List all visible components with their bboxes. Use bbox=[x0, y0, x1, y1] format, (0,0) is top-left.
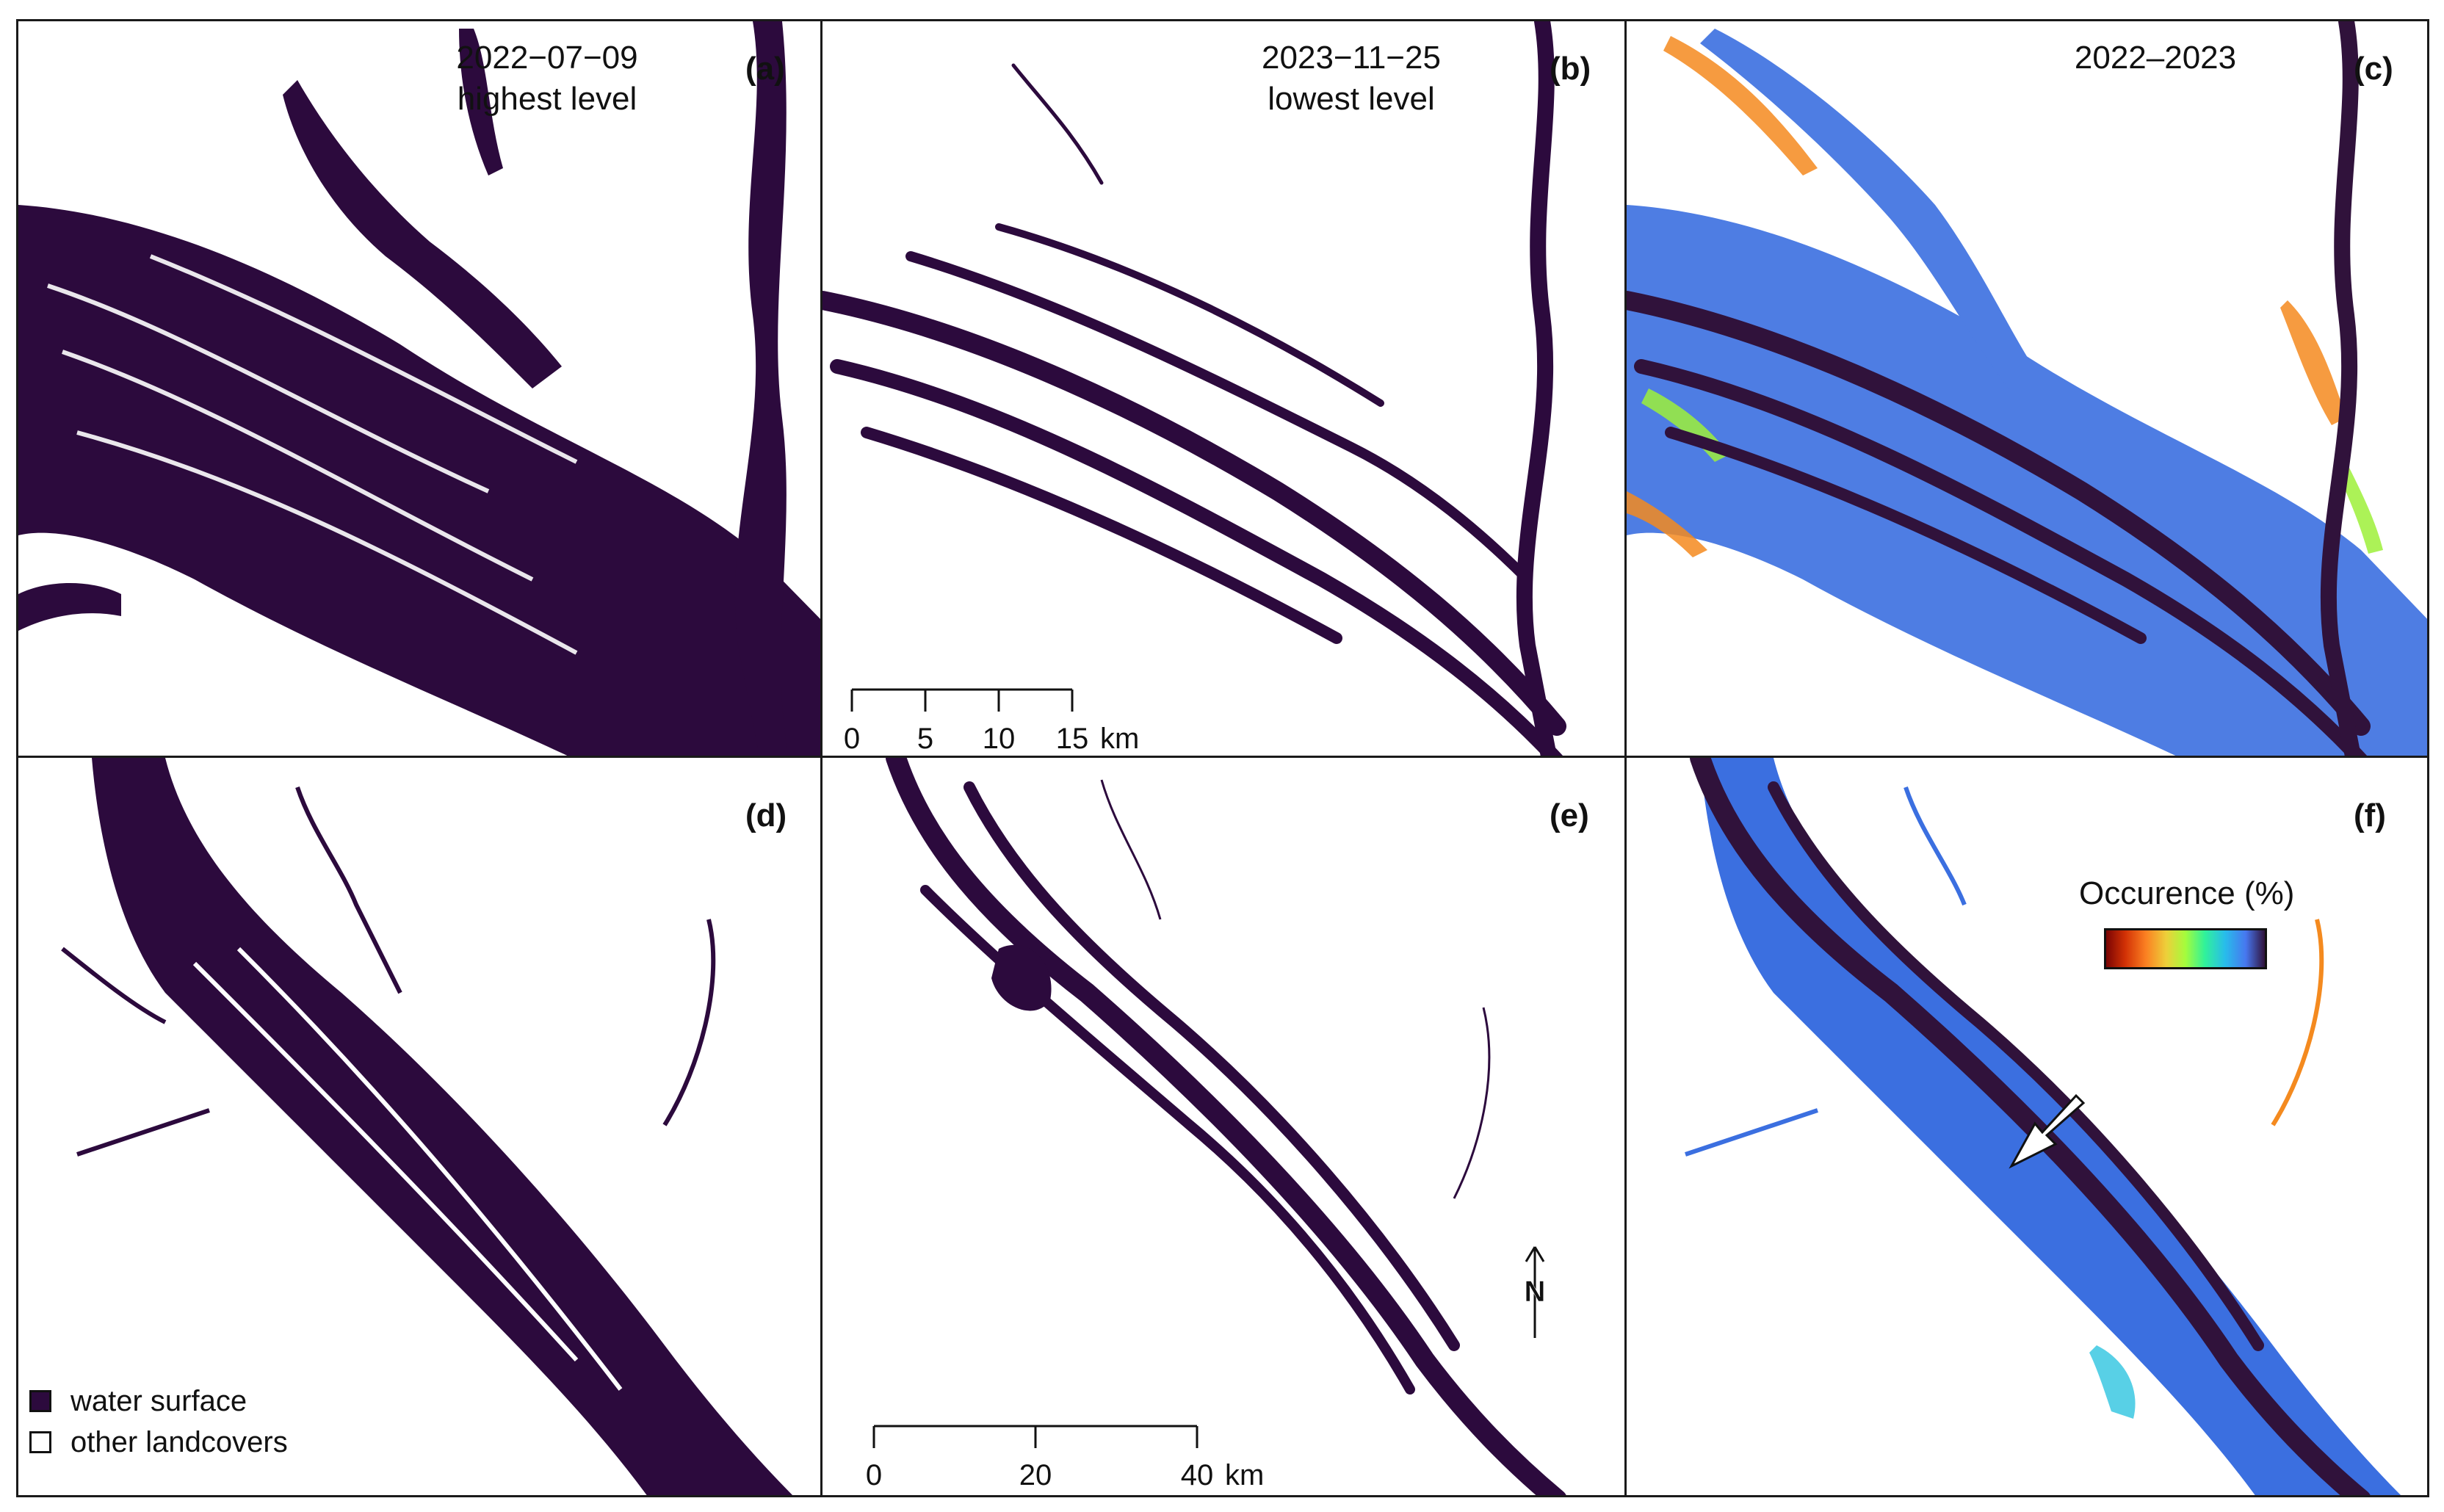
scale-bottom-unit: km bbox=[1225, 1459, 1263, 1491]
scale-bar-top: 0 5 10 15 km bbox=[845, 688, 1139, 755]
panel-b-subtitle: lowest level bbox=[1268, 81, 1435, 117]
arrow-icon bbox=[2009, 1093, 2086, 1169]
panel-b-label: (b) bbox=[1550, 51, 1591, 87]
panel-c: 2022–2023 (c) bbox=[1624, 19, 2429, 758]
panel-c-period: 2022–2023 bbox=[2074, 40, 2237, 76]
legend-label-water: water surface bbox=[70, 1384, 247, 1417]
scale-bottom-tick-40: 40 bbox=[1181, 1459, 1214, 1491]
legend-swatch-water bbox=[29, 1390, 51, 1412]
occurrence-map-f bbox=[1685, 758, 2401, 1495]
scale-top-tick-15: 15 bbox=[1056, 723, 1089, 755]
legend-swatch-other bbox=[29, 1431, 51, 1453]
occurrence-map-c bbox=[1627, 21, 2427, 756]
scale-top-unit: km bbox=[1100, 723, 1139, 755]
legend-item-water: water surface bbox=[29, 1381, 288, 1422]
colorbar-title: Occurence (%) bbox=[2079, 875, 2295, 911]
water-map-b bbox=[822, 21, 1566, 756]
water-map-a bbox=[18, 21, 820, 756]
panel-a-date: 2022−07−09 bbox=[456, 40, 638, 76]
legend-label-other: other landcovers bbox=[70, 1425, 288, 1458]
north-arrow: N bbox=[1524, 1246, 1546, 1338]
legend-item-other: other landcovers bbox=[29, 1422, 288, 1463]
panel-b-date: 2023−11−25 bbox=[1262, 40, 1441, 76]
scale-bottom-tick-20: 20 bbox=[1019, 1459, 1052, 1491]
panel-a: 2022−07−09 highest level (a) bbox=[16, 19, 822, 758]
panel-f: (f) Occurence (%) bbox=[1624, 756, 2429, 1497]
panel-d-label: (d) bbox=[745, 797, 787, 833]
panel-a-title: 2022−07−09 highest level bbox=[430, 37, 665, 120]
panel-d: (d) bbox=[16, 756, 822, 1497]
panel-b-title: 2023−11−25 lowest level bbox=[1234, 37, 1469, 120]
panel-c-title: 2022–2023 bbox=[2038, 37, 2273, 79]
scale-top-tick-5: 5 bbox=[917, 723, 933, 755]
panel-a-subtitle: highest level bbox=[457, 81, 637, 117]
scale-top-tick-0: 0 bbox=[845, 723, 860, 755]
legend: water surface other landcovers bbox=[29, 1381, 288, 1463]
colorbar-gradient bbox=[2104, 928, 2267, 969]
panel-e: (e) N 0 20 40 km bbox=[820, 756, 1627, 1497]
panel-f-label: (f) bbox=[2354, 797, 2386, 833]
water-map-d bbox=[61, 758, 793, 1495]
panel-b: 2023−11−25 lowest level (b) 0 5 10 15 km bbox=[820, 19, 1627, 758]
scale-bottom-tick-0: 0 bbox=[866, 1459, 882, 1491]
north-arrow-label: N bbox=[1525, 1276, 1546, 1308]
panel-e-label: (e) bbox=[1550, 797, 1589, 833]
panel-c-label: (c) bbox=[2354, 51, 2393, 87]
panel-a-label: (a) bbox=[745, 51, 785, 87]
water-map-e bbox=[886, 758, 1566, 1495]
scale-top-tick-10: 10 bbox=[983, 723, 1016, 755]
scale-bar-bottom: 0 20 40 km bbox=[866, 1425, 1263, 1491]
